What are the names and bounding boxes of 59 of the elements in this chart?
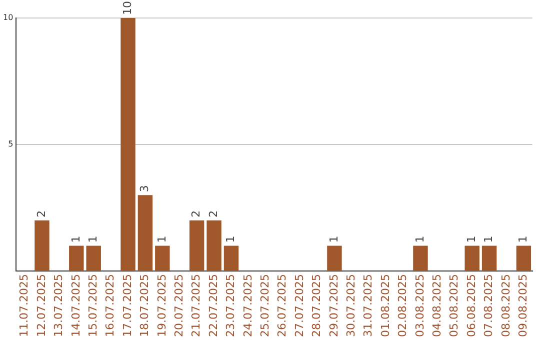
- data-label: 1: [155, 236, 168, 243]
- x-tick-label: 07.08.2025: [482, 274, 496, 338]
- x-tick-label: 14.07.2025: [69, 274, 82, 338]
- x-tick-label: 09.08.2025: [516, 274, 530, 338]
- data-label: 1: [516, 236, 530, 243]
- x-tick-label: 03.08.2025: [413, 274, 426, 338]
- x-tick-label: 23.07.2025: [224, 274, 238, 338]
- x-tick-label: 29.07.2025: [327, 274, 340, 338]
- data-label: 1: [413, 236, 426, 243]
- bar: [327, 246, 342, 272]
- bar: [69, 246, 84, 272]
- data-label: 10: [120, 1, 134, 15]
- x-tick-label: 13.07.2025: [52, 274, 66, 338]
- x-tick-label: 25.07.2025: [258, 274, 272, 338]
- bar: [413, 246, 428, 272]
- x-tick-label: 27.07.2025: [292, 274, 306, 338]
- data-label: 1: [482, 236, 496, 243]
- x-tick-label: 05.08.2025: [448, 274, 461, 338]
- bar: [138, 195, 153, 272]
- x-tick-label: 30.07.2025: [344, 274, 358, 338]
- x-tick-label: 28.07.2025: [310, 274, 324, 338]
- x-tick-label: 06.08.2025: [464, 274, 478, 338]
- x-tick-label: 11.07.2025: [18, 274, 31, 338]
- x-tick-label: 31.07.2025: [362, 274, 375, 338]
- data-label: 2: [34, 210, 48, 218]
- bar: [516, 246, 532, 272]
- x-tick-label: 21.07.2025: [190, 274, 203, 338]
- data-label: 3: [138, 185, 152, 192]
- x-tick-label: 18.07.2025: [138, 274, 152, 338]
- x-tick-label: 04.08.2025: [430, 274, 444, 338]
- x-tick-label: 16.07.2025: [104, 274, 117, 338]
- x-tick-label: 15.07.2025: [86, 274, 100, 338]
- bar: [464, 246, 480, 272]
- bar: [120, 18, 136, 272]
- bar: [482, 246, 497, 272]
- x-tick-label: 20.07.2025: [172, 274, 186, 338]
- x-tick-label: 08.08.2025: [499, 274, 512, 338]
- bar: [224, 246, 239, 272]
- x-tick-label: 01.08.2025: [378, 274, 392, 338]
- data-label: 1: [327, 236, 340, 243]
- x-tick-label: 22.07.2025: [206, 274, 220, 338]
- x-tick-label: 19.07.2025: [155, 274, 168, 338]
- bar: [155, 246, 170, 272]
- y-tick-label: 5: [8, 140, 14, 149]
- data-label: 1: [224, 236, 238, 243]
- data-label: 1: [86, 236, 100, 243]
- x-tick-label: 12.07.2025: [34, 274, 48, 338]
- data-label: 2: [190, 210, 203, 218]
- x-tick-label: 24.07.2025: [241, 274, 254, 338]
- bar: [206, 220, 222, 272]
- data-label: 2: [206, 210, 220, 218]
- x-tick-label: 26.07.2025: [276, 274, 289, 338]
- data-label: 1: [69, 236, 82, 243]
- bar: [86, 246, 101, 272]
- bar: [34, 220, 50, 272]
- data-label: 1: [464, 236, 478, 243]
- x-tick-label: 17.07.2025: [120, 274, 134, 338]
- bar: [189, 220, 204, 272]
- x-tick-label: 02.08.2025: [396, 274, 410, 338]
